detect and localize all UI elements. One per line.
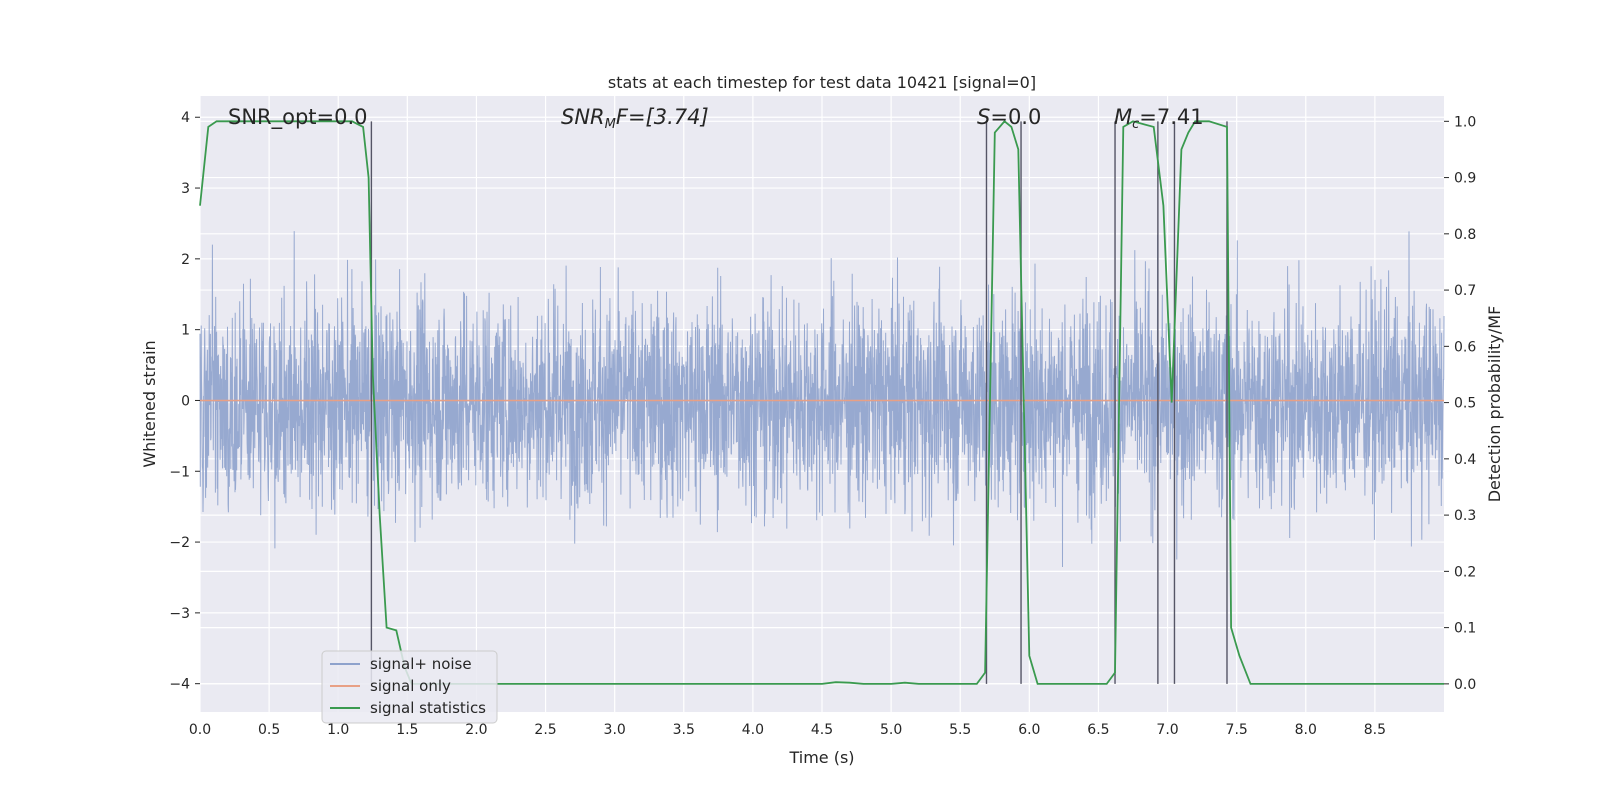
y-right-tick-label: 0.2 (1454, 564, 1476, 580)
snr-mf-annotation: SNRMF=[3.74] (561, 105, 709, 132)
x-tick-label: 1.0 (327, 722, 349, 738)
signal-statistics-line (199, 120, 1444, 685)
signal-noise-series (199, 231, 1445, 568)
x-tick-label: 3.0 (604, 722, 626, 738)
y-tick-label: 0 (181, 393, 190, 409)
x-tick-label: 6.0 (1018, 722, 1040, 738)
y-tick-label: 4 (181, 110, 190, 126)
legend-box (321, 650, 498, 724)
x-tick-label: 5.5 (949, 722, 971, 738)
legend-label-signal-noise: signal+ noise (370, 655, 472, 673)
legend-label-signal-only: signal only (370, 677, 451, 695)
x-tick-label: 1.5 (396, 722, 418, 738)
y-right-tick-label: 0.8 (1454, 227, 1476, 243)
chart-title: stats at each timestep for test data 104… (608, 73, 1036, 92)
y-right-tick-label: 0.5 (1454, 396, 1476, 412)
signal-noise-line (199, 231, 1445, 568)
y-tick-label: −3 (169, 606, 190, 622)
x-tick-label: 8.0 (1295, 722, 1317, 738)
s-annotation: S=0.0 (977, 105, 1041, 129)
x-tick-label: 8.5 (1364, 722, 1386, 738)
mc-prefix: M (1114, 105, 1132, 129)
snr-mf-sub: M (605, 117, 616, 132)
y-right-tick-label: 0.9 (1454, 171, 1476, 187)
x-tick-label: 6.5 (1087, 722, 1109, 738)
mc-suffix: =7.41 (1139, 105, 1203, 129)
legend-label-signal-statistics: signal statistics (370, 699, 486, 717)
y-axis-label: Whitened strain (140, 340, 159, 467)
y-right-tick-label: 0.4 (1454, 452, 1476, 468)
x-tick-label: 7.0 (1156, 722, 1178, 738)
x-tick-label: 3.5 (673, 722, 695, 738)
x-axis-label: Time (s) (788, 748, 854, 767)
x-tick-label: 2.5 (534, 722, 556, 738)
y-tick-label: 2 (181, 252, 190, 268)
snr-mf-suffix: F=[3.74] (616, 105, 709, 129)
y-right-tick-label: 0.6 (1454, 339, 1476, 355)
y-right-tick-label: 0.0 (1454, 677, 1476, 693)
x-tick-label: 4.5 (811, 722, 833, 738)
signal-statistics-series (199, 120, 1444, 685)
x-tick-label: 4.0 (742, 722, 764, 738)
s-suffix: =0.0 (990, 105, 1041, 129)
x-tick-label: 0.0 (189, 722, 211, 738)
legend: signal+ noise signal only signal statist… (321, 650, 498, 724)
y-right-tick-label: 0.7 (1454, 283, 1476, 299)
y-tick-label: −1 (169, 464, 190, 480)
snr-mf-prefix: SNR (561, 105, 605, 129)
y-right-tick-label: 0.1 (1454, 621, 1476, 637)
y-right-tick-label: 1.0 (1454, 114, 1476, 130)
y-right-tick-label: 0.3 (1454, 508, 1476, 524)
y-right-axis-ticks: 1.0 0.9 0.8 0.7 0.6 0.5 0.4 0.3 0.2 0.1 0.0 (1444, 114, 1476, 693)
x-tick-label: 7.5 (1226, 722, 1248, 738)
x-tick-label: 2.0 (465, 722, 487, 738)
snr-opt-annotation: SNR_opt=0.0 (228, 105, 368, 130)
y-right-axis-label: Detection probability/MF (1485, 306, 1504, 503)
y-tick-label: 1 (181, 323, 190, 339)
x-axis-ticks: 0.0 0.5 1.0 1.5 2.0 2.5 3.0 3.5 4.0 4.5 5.0 5.5 6.0 6… (189, 722, 1386, 738)
y-tick-label: −4 (169, 677, 190, 693)
y-axis-ticks: 4 3 2 1 0 −1 −2 −3 −4 (169, 110, 200, 693)
s-prefix: S (977, 105, 990, 129)
y-tick-label: 3 (181, 181, 190, 197)
mc-annotation: Mc=7.41 (1114, 105, 1204, 132)
mc-sub: c (1132, 117, 1139, 132)
x-tick-label: 0.5 (258, 722, 280, 738)
y-tick-label: −2 (169, 535, 190, 551)
x-tick-label: 5.0 (880, 722, 902, 738)
